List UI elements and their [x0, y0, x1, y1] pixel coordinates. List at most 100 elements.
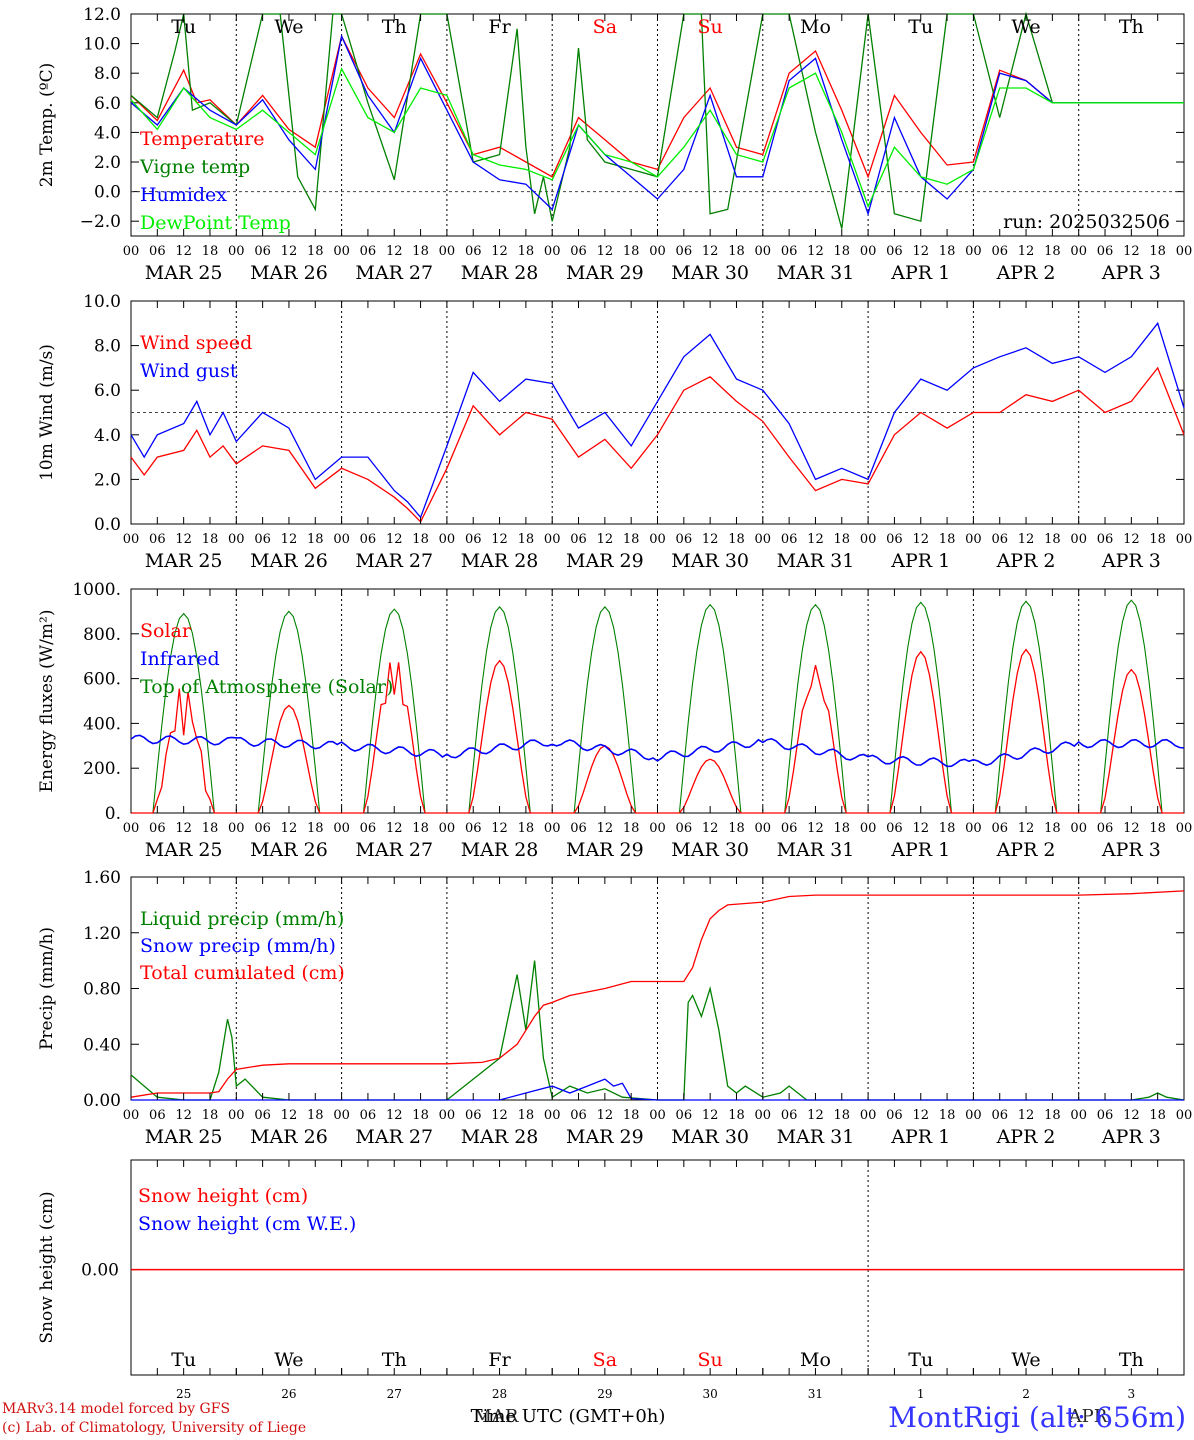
hour-tick-label: 00: [649, 821, 666, 836]
hour-tick-label: 00: [860, 244, 877, 259]
hour-tick-label: 18: [623, 244, 640, 259]
hour-tick-label: 12: [912, 1108, 929, 1123]
hour-tick-label: 00: [965, 532, 982, 547]
hour-tick-label: 18: [939, 1108, 956, 1123]
date-label: MAR 26: [250, 262, 328, 284]
series-vigne-temp: [130, 11, 1184, 229]
hour-tick-label: 06: [254, 1108, 271, 1123]
bottom-weekday-label: Fr: [488, 1349, 511, 1371]
date-label: MAR 26: [250, 550, 328, 572]
bottom-day-number: 3: [1128, 1387, 1136, 1401]
hour-tick-label: 00: [544, 532, 561, 547]
hour-tick-label: 06: [465, 532, 482, 547]
date-label: MAR 30: [671, 1126, 749, 1148]
hour-tick-label: 00: [649, 244, 666, 259]
hour-tick-label: 06: [676, 821, 693, 836]
date-label: MAR 26: [250, 1126, 328, 1148]
series-temperature: [130, 34, 1184, 179]
date-label: MAR 29: [566, 262, 644, 284]
hour-tick-label: 18: [623, 532, 640, 547]
hour-tick-label: 06: [1097, 1108, 1114, 1123]
hour-tick-label: 12: [912, 821, 929, 836]
bottom-day-number: 26: [281, 1387, 296, 1401]
hour-tick-label: 00: [965, 821, 982, 836]
hour-tick-label: 12: [1123, 244, 1140, 259]
y-tick-label: 0.00: [83, 1091, 121, 1111]
hour-tick-label: 18: [412, 244, 429, 259]
weekday-label: Su: [698, 16, 723, 38]
hour-tick-label: 12: [281, 1108, 298, 1123]
hour-tick-label: 18: [939, 244, 956, 259]
bottom-day-number: 28: [492, 1387, 507, 1401]
legend-item: Snow precip (mm/h): [140, 935, 336, 957]
hour-tick-label: 06: [465, 1108, 482, 1123]
hour-tick-label: 06: [360, 244, 377, 259]
hour-tick-label: 06: [149, 1108, 166, 1123]
hour-tick-label: 00: [1176, 244, 1193, 259]
hour-tick-label: 12: [386, 821, 403, 836]
series-toa-solar: [131, 599, 1184, 814]
legend-item: Total cumulated (cm): [140, 962, 345, 984]
hour-tick-label: 00: [544, 244, 561, 259]
legend-item: Top of Atmosphere (Solar): [140, 676, 393, 698]
y-tick-label: 200.: [83, 759, 121, 779]
hour-tick-label: 06: [1097, 532, 1114, 547]
hour-tick-label: 18: [1149, 244, 1166, 259]
hour-tick-label: 12: [807, 1108, 824, 1123]
hour-tick-label: 06: [570, 532, 587, 547]
legend-item: Infrared: [140, 648, 220, 670]
hour-tick-label: 00: [228, 821, 245, 836]
weekday-label: Fr: [488, 16, 511, 38]
hour-tick-label: 00: [228, 532, 245, 547]
date-label: MAR 27: [355, 839, 433, 861]
hour-tick-label: 06: [1097, 244, 1114, 259]
hour-tick-label: 00: [1176, 1108, 1193, 1123]
date-label: APR 2: [996, 839, 1056, 861]
hour-tick-label: 18: [518, 821, 535, 836]
hour-tick-label: 06: [570, 821, 587, 836]
hour-tick-label: 00: [123, 244, 140, 259]
weekday-label: Tu: [908, 16, 933, 38]
run-annotation: run: 2025032506: [1003, 211, 1170, 233]
y-tick-label: 2.0: [94, 153, 121, 173]
date-label: MAR 31: [777, 1126, 855, 1148]
hour-tick-label: 00: [333, 1108, 350, 1123]
hour-tick-label: 18: [202, 244, 219, 259]
legend-item: Wind gust: [140, 360, 238, 382]
hour-tick-label: 12: [1018, 532, 1035, 547]
hour-tick-label: 06: [991, 532, 1008, 547]
hour-tick-label: 12: [175, 532, 192, 547]
hour-tick-label: 12: [491, 1108, 508, 1123]
hour-tick-label: 00: [439, 1108, 456, 1123]
y-tick-label: 0.00: [81, 1261, 119, 1281]
hour-tick-label: 18: [1149, 1108, 1166, 1123]
date-label: MAR 28: [461, 550, 539, 572]
y-axis-label: 10m Wind (m/s): [37, 344, 57, 481]
bottom-day-number: 25: [176, 1387, 191, 1401]
hour-tick-label: 06: [149, 244, 166, 259]
bottom-day-number: 1: [917, 1387, 925, 1401]
hour-tick-label: 06: [991, 821, 1008, 836]
date-label: MAR 25: [145, 262, 223, 284]
date-label: MAR 29: [566, 550, 644, 572]
date-label: APR 2: [996, 550, 1056, 572]
hour-tick-label: 18: [623, 821, 640, 836]
hour-tick-label: 06: [570, 244, 587, 259]
y-tick-label: 0.: [105, 804, 121, 824]
hour-tick-label: 12: [597, 821, 614, 836]
hour-tick-label: 18: [728, 1108, 745, 1123]
time-axis-label: Time UTC (GMT+0h): [471, 1406, 666, 1427]
hour-tick-label: 18: [623, 1108, 640, 1123]
hour-tick-label: 12: [597, 1108, 614, 1123]
hour-tick-label: 12: [1018, 821, 1035, 836]
hour-tick-label: 06: [465, 821, 482, 836]
date-label: APR 3: [1101, 262, 1161, 284]
hour-tick-label: 12: [807, 532, 824, 547]
y-axis-label: 2m Temp. (ºC): [37, 63, 57, 188]
legend-item: Humidex: [140, 184, 227, 206]
date-label: MAR 27: [355, 1126, 433, 1148]
hour-tick-label: 18: [1149, 532, 1166, 547]
hour-tick-label: 06: [781, 821, 798, 836]
date-label: MAR 29: [566, 839, 644, 861]
